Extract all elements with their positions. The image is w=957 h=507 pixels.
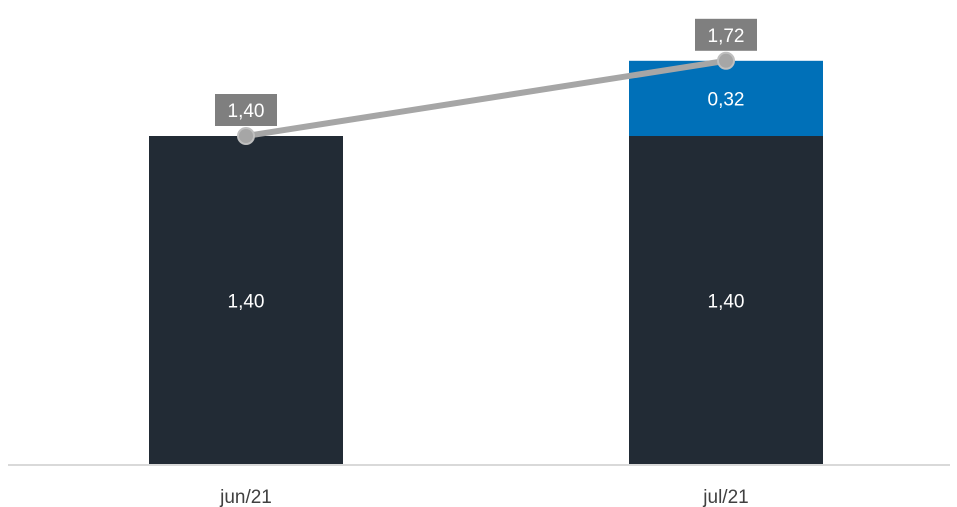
bar-value-label-1-2: 1,40 bbox=[708, 292, 745, 313]
total-label-2: 1,72 bbox=[708, 26, 745, 47]
bar-segment-1-2 bbox=[629, 136, 823, 465]
x-tick-labels: jun/21 jul/21 bbox=[219, 487, 749, 507]
total-line bbox=[243, 57, 729, 139]
bar-segment-1-1 bbox=[149, 136, 343, 465]
total-label-box-1 bbox=[215, 94, 277, 126]
total-label-1: 1,40 bbox=[228, 101, 265, 122]
total-line-layer: 1,40 1,72 bbox=[215, 18, 757, 145]
total-point-1 bbox=[237, 127, 255, 145]
total-point-2 bbox=[717, 51, 735, 70]
x-tick-label-2: jul/21 bbox=[702, 487, 748, 507]
bars-layer bbox=[149, 60, 823, 465]
total-label-box-2 bbox=[695, 18, 757, 51]
bar-value-label-2-2: 0,32 bbox=[708, 89, 745, 110]
bar-value-label-1-1: 1,40 bbox=[228, 292, 265, 313]
bar-labels-layer: 1,40 1,40 0,32 bbox=[228, 89, 745, 312]
x-tick-label-1: jun/21 bbox=[219, 487, 272, 507]
